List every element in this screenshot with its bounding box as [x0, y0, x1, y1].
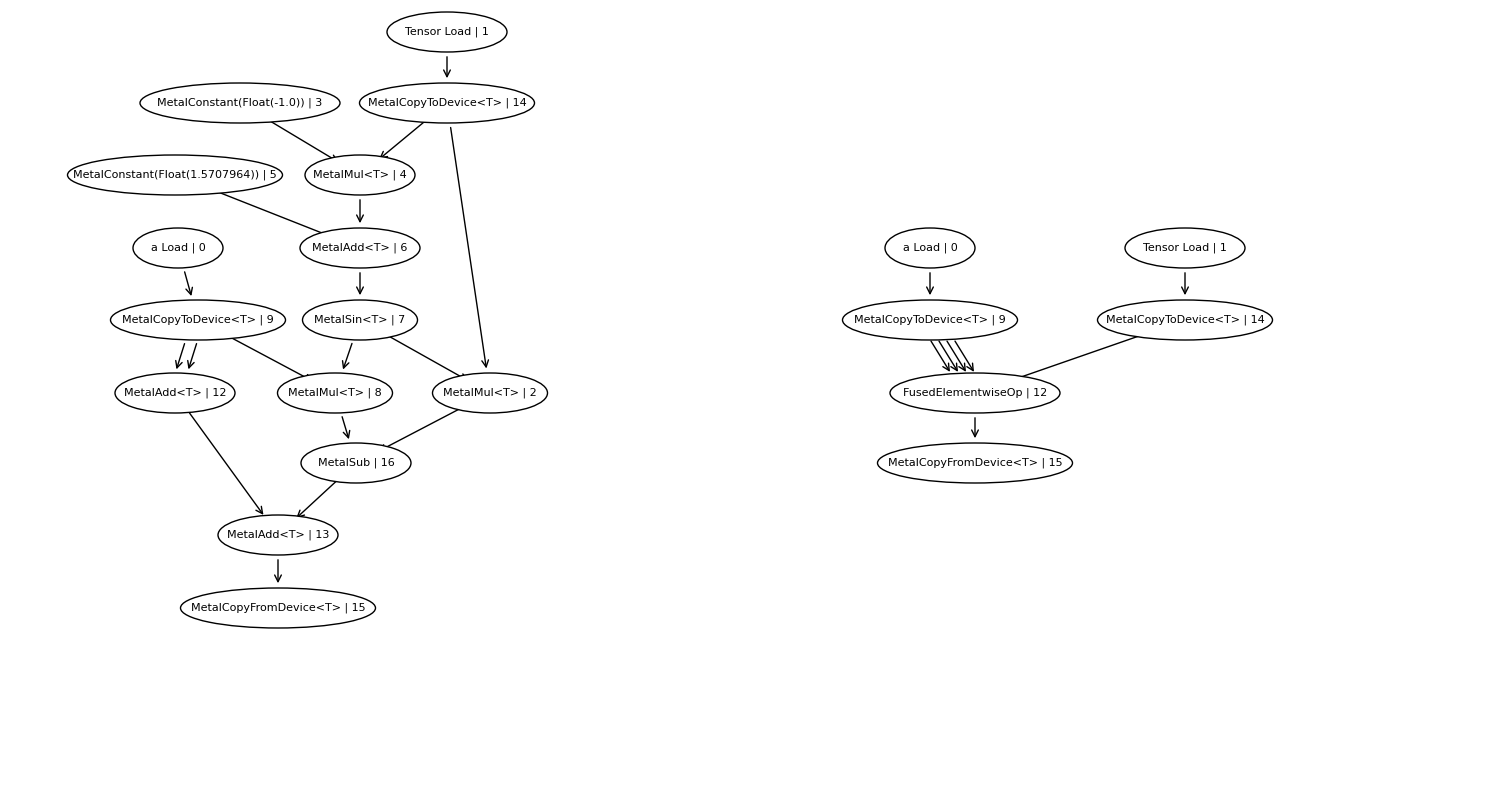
Text: MetalCopyToDevice<T> | 9: MetalCopyToDevice<T> | 9 [122, 314, 274, 326]
Ellipse shape [116, 373, 236, 413]
Text: MetalCopyToDevice<T> | 14: MetalCopyToDevice<T> | 14 [368, 98, 526, 108]
Text: FusedElementwiseOp | 12: FusedElementwiseOp | 12 [903, 387, 1047, 399]
Text: MetalMul<T> | 8: MetalMul<T> | 8 [288, 387, 382, 399]
Text: MetalSub | 16: MetalSub | 16 [318, 458, 394, 468]
Text: MetalCopyFromDevice<T> | 15: MetalCopyFromDevice<T> | 15 [888, 458, 1062, 468]
Text: a Load | 0: a Load | 0 [903, 243, 957, 253]
Ellipse shape [302, 443, 411, 483]
Text: MetalMul<T> | 4: MetalMul<T> | 4 [314, 170, 407, 180]
Ellipse shape [304, 155, 416, 195]
Ellipse shape [890, 373, 1060, 413]
Text: MetalSin<T> | 7: MetalSin<T> | 7 [315, 314, 405, 326]
Text: MetalAdd<T> | 13: MetalAdd<T> | 13 [226, 530, 328, 541]
Text: MetalMul<T> | 2: MetalMul<T> | 2 [442, 387, 537, 399]
Text: a Load | 0: a Load | 0 [150, 243, 206, 253]
Ellipse shape [278, 373, 393, 413]
Text: MetalAdd<T> | 6: MetalAdd<T> | 6 [312, 243, 408, 253]
Ellipse shape [1125, 228, 1245, 268]
Ellipse shape [360, 83, 534, 123]
Ellipse shape [134, 228, 224, 268]
Text: MetalCopyToDevice<T> | 14: MetalCopyToDevice<T> | 14 [1106, 314, 1264, 326]
Ellipse shape [387, 12, 507, 52]
Ellipse shape [878, 443, 1072, 483]
Ellipse shape [68, 155, 282, 195]
Ellipse shape [432, 373, 548, 413]
Text: MetalAdd<T> | 12: MetalAdd<T> | 12 [123, 387, 226, 399]
Ellipse shape [111, 300, 285, 340]
Text: MetalCopyFromDevice<T> | 15: MetalCopyFromDevice<T> | 15 [190, 603, 366, 614]
Text: MetalCopyToDevice<T> | 9: MetalCopyToDevice<T> | 9 [853, 314, 1006, 326]
Text: MetalConstant(Float(-1.0)) | 3: MetalConstant(Float(-1.0)) | 3 [158, 98, 322, 108]
Ellipse shape [303, 300, 417, 340]
Ellipse shape [1098, 300, 1272, 340]
Text: MetalConstant(Float(1.5707964)) | 5: MetalConstant(Float(1.5707964)) | 5 [74, 170, 278, 180]
Ellipse shape [140, 83, 340, 123]
Text: Tensor Load | 1: Tensor Load | 1 [1143, 243, 1227, 253]
Text: Tensor Load | 1: Tensor Load | 1 [405, 26, 489, 37]
Ellipse shape [885, 228, 975, 268]
Ellipse shape [843, 300, 1017, 340]
Ellipse shape [180, 588, 375, 628]
Ellipse shape [217, 515, 338, 555]
Ellipse shape [300, 228, 420, 268]
